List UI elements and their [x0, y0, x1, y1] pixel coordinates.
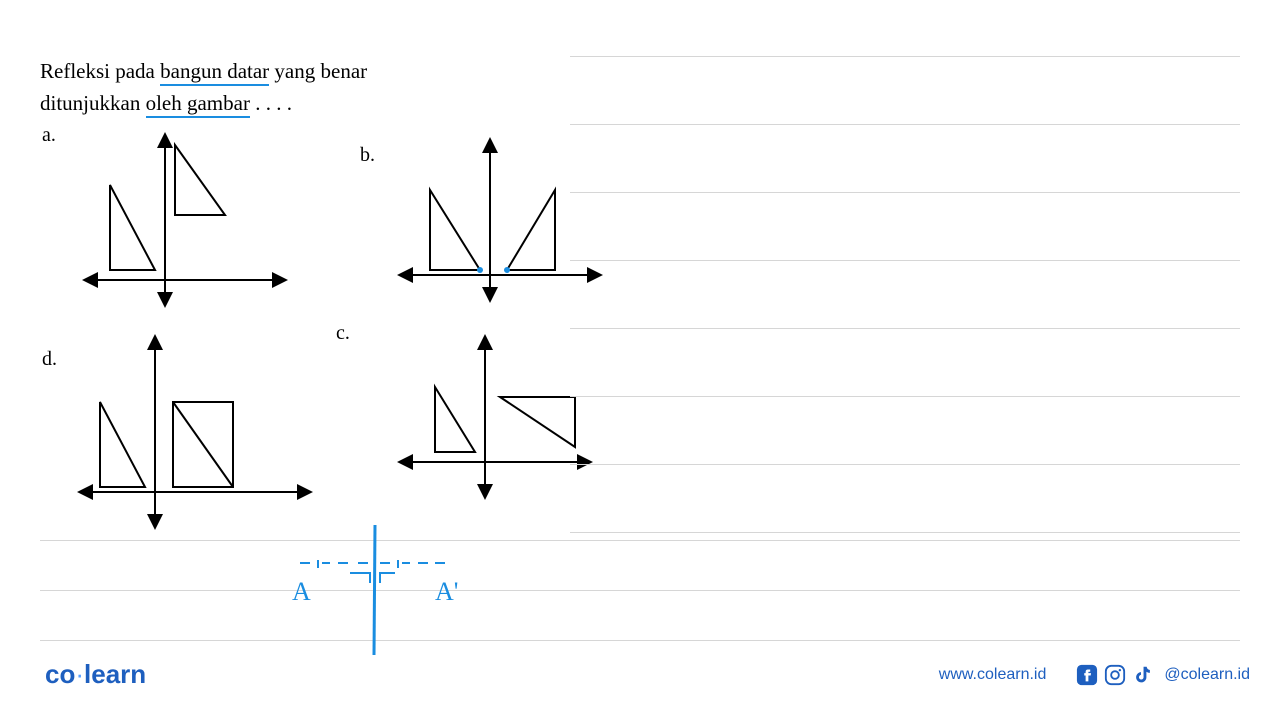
option-d-label: d.	[42, 348, 57, 371]
ruled-lines-right	[570, 56, 1240, 600]
q-line1-underlined: bangun datar	[160, 59, 269, 86]
q-line1-post: yang benar	[269, 59, 367, 83]
logo-pre: co	[45, 659, 75, 689]
diagram-a	[80, 130, 300, 315]
q-line2-underlined: oleh gambar	[146, 91, 250, 118]
option-c-label: c.	[336, 322, 350, 345]
footer-right: www.colearn.id @colearn.id	[939, 664, 1250, 686]
diagram-d	[75, 332, 325, 532]
footer: co·learn www.colearn.id @colearn.id	[45, 659, 1250, 690]
q-line2-post: . . . .	[250, 91, 292, 115]
annotation-a-prime: A'	[435, 577, 458, 606]
logo: co·learn	[45, 659, 146, 690]
footer-url: www.colearn.id	[939, 666, 1047, 684]
handwritten-annotation: A A'	[280, 525, 500, 665]
q-line2-pre: ditunjukkan	[40, 91, 146, 115]
instagram-icon	[1104, 664, 1126, 686]
logo-post: learn	[84, 659, 146, 689]
social-handle: @colearn.id	[1164, 666, 1250, 684]
q-line1-pre: Refleksi pada	[40, 59, 160, 83]
option-a-label: a.	[42, 124, 56, 147]
ruled-lines-full	[40, 540, 1240, 641]
annotation-a: A	[292, 577, 311, 606]
logo-dot: ·	[75, 659, 84, 689]
facebook-icon	[1076, 664, 1098, 686]
question-text: Refleksi pada bangun datar yang benar di…	[40, 56, 600, 119]
option-b-label: b.	[360, 144, 375, 167]
tiktok-icon	[1132, 664, 1154, 686]
